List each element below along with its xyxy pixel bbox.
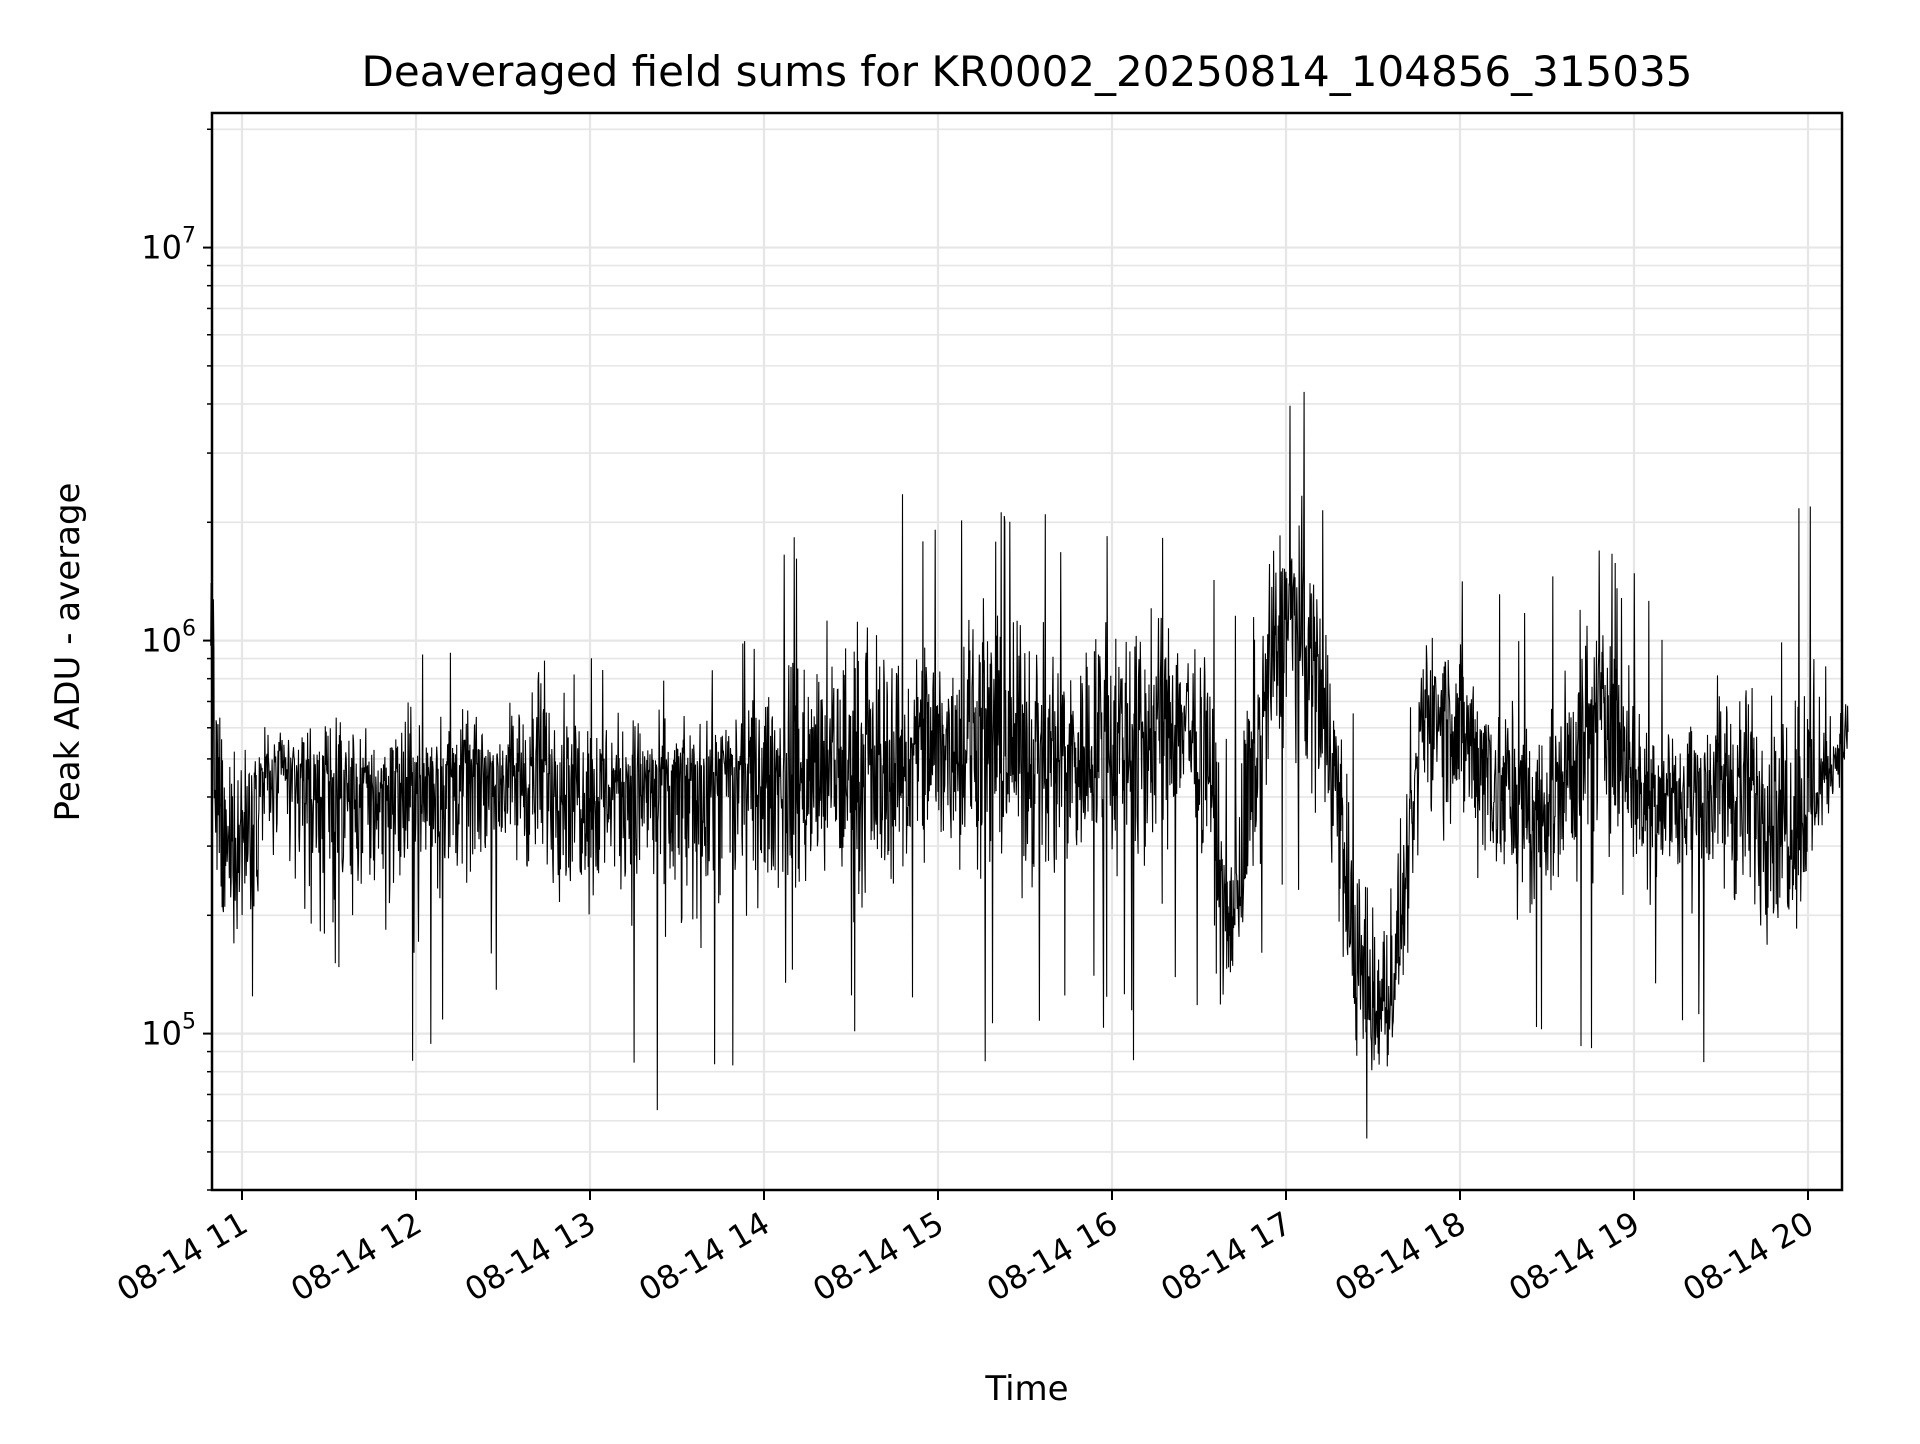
x-axis-label: Time bbox=[984, 1369, 1068, 1409]
x-tick-label: 08-14 17 bbox=[1154, 1204, 1298, 1309]
x-tick-label: 08-14 18 bbox=[1328, 1204, 1472, 1309]
y-tick-label: 105 bbox=[141, 1010, 196, 1053]
x-tick-label: 08-14 16 bbox=[980, 1204, 1124, 1309]
x-tick-label: 08-14 15 bbox=[806, 1204, 950, 1309]
x-tick-label: 08-14 11 bbox=[110, 1204, 254, 1309]
grid-layer bbox=[212, 113, 1842, 1191]
chart-title: Deaveraged field sums for KR0002_2025081… bbox=[362, 47, 1693, 96]
y-tick-label: 107 bbox=[141, 224, 196, 267]
series-layer bbox=[210, 391, 1849, 1139]
x-tick-label: 08-14 13 bbox=[458, 1204, 602, 1309]
series-line bbox=[210, 391, 1849, 1139]
y-axis-label: Peak ADU - average bbox=[48, 483, 88, 822]
x-tick-label: 08-14 19 bbox=[1502, 1204, 1646, 1309]
y-tick-label: 106 bbox=[141, 617, 196, 660]
x-tick-label: 08-14 20 bbox=[1676, 1204, 1820, 1309]
x-tick-label: 08-14 12 bbox=[284, 1204, 428, 1309]
x-axis: 08-14 11 08-14 12 08-14 13 08-14 14 08-14 15… bbox=[110, 1190, 1820, 1309]
y-axis: 105 106 107 bbox=[141, 128, 212, 1191]
plot-area-frame bbox=[210, 111, 1844, 1192]
x-tick-label: 08-14 14 bbox=[632, 1204, 776, 1309]
